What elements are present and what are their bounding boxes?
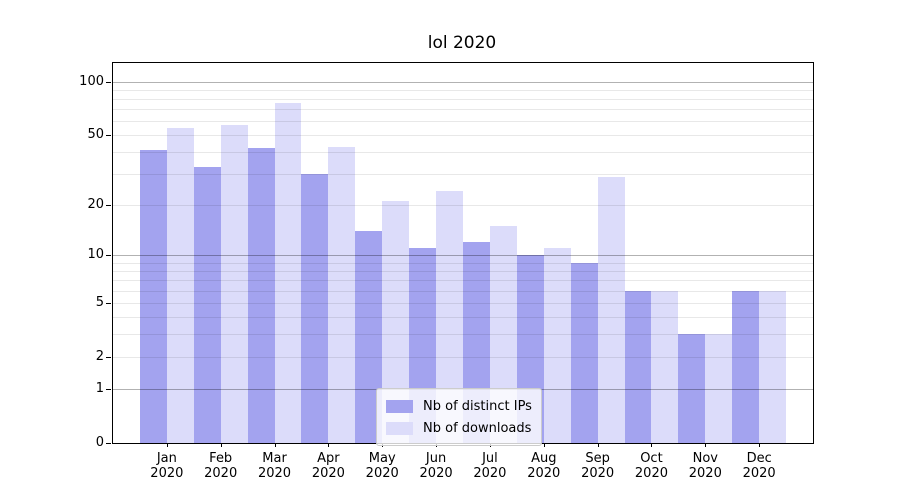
legend: Nb of distinct IPs Nb of downloads [376,388,542,446]
x-axis-tick-label-aug: Aug 2020 [514,451,574,481]
y-axis-tickmark-2 [106,356,111,358]
legend-item-downloads: Nb of downloads [386,417,532,439]
x-axis-tickmark-aug [543,443,545,447]
x-label-year: 2020 [581,466,615,481]
x-axis-tick-label-mar: Mar 2020 [245,451,305,481]
y-axis-tickmark-10 [106,255,111,257]
x-axis-tick-label-jul: Jul 2020 [460,451,520,481]
x-label-month: Feb [209,451,233,466]
bar-nb-of-downloads-feb [220,125,248,443]
gridline-minor-70 [113,109,813,111]
gridline-minor-60 [113,121,813,123]
x-axis-tickmark-nov [705,443,707,447]
x-label-month: Aug [531,451,557,466]
x-label-month: Jun [425,451,447,466]
bar-nb-of-downloads-aug [543,248,571,443]
y-axis-tickmark-0 [106,443,111,444]
legend-label-distinct-ips: Nb of distinct IPs [423,398,532,414]
x-label-month: Jul [482,451,498,466]
x-label-month: Jan [156,451,177,466]
bar-nb-of-distinct-ips-feb [193,166,221,443]
y-axis-tick-label-2: 2 [95,348,104,364]
x-axis-tick-label-jan: Jan 2020 [137,451,197,481]
x-label-year: 2020 [204,466,238,481]
y-axis-tick-label-5: 5 [95,294,104,310]
x-axis-tickmark-sep [597,443,599,447]
x-axis-tick-label-nov: Nov 2020 [675,451,735,481]
x-label-year: 2020 [742,466,776,481]
x-axis-tickmark-jan [166,443,168,447]
x-axis-tickmark-dec [759,443,761,447]
x-axis-tick-label-sep: Sep 2020 [568,451,628,481]
x-axis-tickmark-oct [651,443,653,447]
x-label-month: Nov [692,451,718,466]
x-label-year: 2020 [688,466,722,481]
x-label-year: 2020 [527,466,561,481]
x-label-month: Dec [746,451,772,466]
gridline-minor-50 [113,135,813,137]
bar-nb-of-downloads-sep [597,176,625,443]
x-axis-tickmark-feb [220,443,222,447]
x-axis-tick-label-feb: Feb 2020 [191,451,251,481]
legend-swatch-distinct-ips [386,399,413,413]
y-axis-tick-label-10: 10 [87,247,104,263]
x-label-year: 2020 [365,466,399,481]
x-label-month: Sep [585,451,610,466]
x-label-year: 2020 [473,466,507,481]
x-label-month: Oct [640,451,663,466]
legend-label-downloads: Nb of downloads [423,420,532,436]
gridline-minor-90 [113,89,813,91]
y-axis-tickmark-20 [106,204,111,206]
x-axis-tick-label-oct: Oct 2020 [621,451,681,481]
gridline-minor-80 [113,98,813,100]
bar-nb-of-downloads-apr [328,146,356,443]
y-axis-tickmark-1 [106,388,111,390]
bar-nb-of-downloads-mar [274,102,302,443]
x-axis-tick-label-may: May 2020 [352,451,412,481]
bar-nb-of-downloads-jan [166,127,194,443]
x-label-month: May [368,451,396,466]
y-axis-tickmark-5 [106,302,111,304]
y-axis-tickmark-100 [106,81,111,83]
bar-nb-of-distinct-ips-mar [247,148,275,443]
plot-area: Nb of distinct IPs Nb of downloads 0 1 2 5 1… [79,62,814,481]
bar-nb-of-distinct-ips-jan [139,150,167,443]
gridline-minor-40 [113,152,813,154]
bar-nb-of-distinct-ips-oct [624,290,652,443]
y-axis-tick-label-20: 20 [87,196,104,212]
x-label-year: 2020 [150,466,184,481]
x-axis-tick-label-jun: Jun 2020 [406,451,466,481]
x-axis-tick-label-dec: Dec 2020 [729,451,789,481]
y-axis-tick-label-1: 1 [95,380,104,396]
x-axis-tick-label-apr: Apr 2020 [298,451,358,481]
chart-title: lol 2020 [427,33,497,53]
x-label-year: 2020 [419,466,453,481]
bar-nb-of-downloads-dec [759,290,787,443]
legend-item-distinct-ips: Nb of distinct IPs [386,395,532,417]
bar-nb-of-distinct-ips-dec [732,290,760,443]
x-label-month: Mar [262,451,287,466]
y-axis-tick-label-50: 50 [87,127,104,143]
y-axis-tick-label-100: 100 [79,73,104,89]
x-label-year: 2020 [634,466,668,481]
y-axis-tickmark-50 [106,135,111,137]
x-axis-tickmark-mar [274,443,276,447]
bar-nb-of-distinct-ips-nov [678,334,706,443]
gridline-major-100 [113,81,813,83]
x-label-year: 2020 [311,466,345,481]
x-label-year: 2020 [257,466,292,481]
legend-swatch-downloads [386,421,413,435]
x-axis-tickmark-apr [328,443,330,447]
bar-nb-of-distinct-ips-apr [301,174,329,443]
bar-nb-of-downloads-nov [705,334,733,443]
bar-nb-of-distinct-ips-sep [570,262,598,443]
x-label-month: Apr [317,451,340,466]
bar-nb-of-downloads-oct [651,290,679,443]
y-axis-tick-label-0: 0 [95,435,104,450]
